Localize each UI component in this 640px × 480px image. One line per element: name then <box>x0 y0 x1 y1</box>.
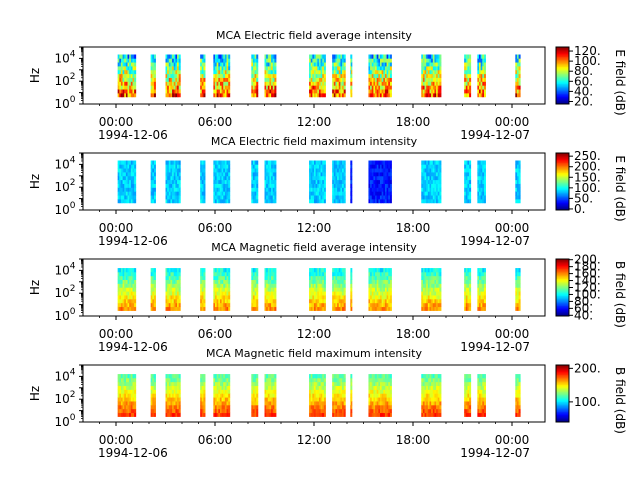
colorbar-tick-label: 80. <box>574 64 593 78</box>
colorbar-label: E field (dB) <box>613 155 627 221</box>
colorbar-tick-label: 200. <box>574 361 601 375</box>
spectrogram <box>117 160 521 204</box>
x-date-label: 1994-12-07 <box>460 234 530 248</box>
colorbar-label: B field (dB) <box>613 367 627 434</box>
colorbar-tick-label: 250. <box>574 149 601 163</box>
colorbar-tick-label: 150. <box>574 170 601 184</box>
y-axis-label: Hz <box>28 386 42 401</box>
colorbar-label: E field (dB) <box>613 49 627 115</box>
colorbar-tick-label: 20. <box>574 94 593 108</box>
colorbar-tick-label: 200. <box>574 160 601 174</box>
y-tick-label: 100 <box>54 95 75 111</box>
x-tick-label: 00:00 <box>495 327 530 341</box>
y-tick-label: 100 <box>54 201 75 217</box>
panel-4: MCA Magnetic field maximum intensity 100 1… <box>28 347 627 460</box>
x-tick-label: 12:00 <box>297 221 332 235</box>
x-tick-label: 18:00 <box>396 433 431 447</box>
colorbar-tick-label: 100. <box>574 181 601 195</box>
x-tick-label: 18:00 <box>396 327 431 341</box>
colorbar-tick-label: 40. <box>574 84 593 98</box>
x-date-label: 1994-12-07 <box>460 128 530 142</box>
colorbar-tick-label: 160. <box>574 267 601 281</box>
y-tick-label: 104 <box>54 261 75 277</box>
y-tick-label: 104 <box>54 367 75 383</box>
colorbar-tick-label: 120. <box>574 281 601 295</box>
y-tick-label: 102 <box>54 178 75 194</box>
x-tick-label: 12:00 <box>297 327 332 341</box>
panel-title: MCA Magnetic field average intensity <box>211 241 417 254</box>
colorbar: 200. 100. B field (dB) <box>555 361 627 434</box>
y-tick-label: 104 <box>54 49 75 65</box>
colorbar-tick-label: 40. <box>574 308 593 322</box>
x-tick-label: 00:00 <box>495 433 530 447</box>
colorbar-tick-label: 0. <box>574 202 585 216</box>
panel-1: MCA Electric field average intensity 100 1… <box>28 29 627 142</box>
x-tick-label: 06:00 <box>198 327 233 341</box>
x-tick-label: 06:00 <box>198 433 233 447</box>
panel-title: MCA Magnetic field maximum intensity <box>206 347 422 360</box>
colorbar-tick-label: 200. <box>574 253 601 267</box>
x-tick-label: 06:00 <box>198 115 233 129</box>
colorbar-tick-label: 140. <box>574 274 601 288</box>
panel-3: MCA Magnetic field average intensity 100 1… <box>28 241 627 354</box>
x-tick-label: 06:00 <box>198 221 233 235</box>
colorbar-tick-label: 120. <box>574 44 601 58</box>
colorbar-label: B field (dB) <box>613 261 627 328</box>
colorbar: 120.100.80.60.40.20. E field (dB) <box>555 44 627 116</box>
x-date-label: 1994-12-06 <box>98 234 168 248</box>
y-tick-label: 100 <box>54 413 75 429</box>
y-tick-label: 102 <box>54 72 75 88</box>
x-tick-label: 00:00 <box>99 327 134 341</box>
x-tick-label: 00:00 <box>99 433 134 447</box>
y-axis-label: Hz <box>28 280 42 295</box>
y-axis-label: Hz <box>28 174 42 189</box>
x-date-label: 1994-12-07 <box>460 340 530 354</box>
spectrogram <box>117 54 521 98</box>
spectrogram <box>117 374 521 417</box>
colorbar-tick-label: 180. <box>574 260 601 274</box>
x-date-label: 1994-12-06 <box>98 340 168 354</box>
x-date-label: 1994-12-06 <box>98 128 168 142</box>
panel-2: MCA Electric field maximum intensity 100 1… <box>28 135 627 248</box>
colorbar: 200.180.160.140.120.100.80.60.40. B field… <box>555 253 627 328</box>
x-tick-label: 00:00 <box>495 115 530 129</box>
colorbar-tick-label: 100. <box>574 54 601 68</box>
x-tick-label: 18:00 <box>396 115 431 129</box>
y-axis-label: Hz <box>28 68 42 83</box>
colorbar-tick-label: 60. <box>574 301 593 315</box>
x-tick-label: 12:00 <box>297 115 332 129</box>
x-tick-label: 18:00 <box>396 221 431 235</box>
x-tick-label: 12:00 <box>297 433 332 447</box>
colorbar-tick-label: 100. <box>574 395 601 409</box>
colorbar-tick-label: 80. <box>574 294 593 308</box>
colorbar: 250.200.150.100.50.0. E field (dB) <box>555 149 627 222</box>
x-date-label: 1994-12-07 <box>460 446 530 460</box>
y-tick-label: 104 <box>54 155 75 171</box>
y-tick-label: 102 <box>54 390 75 406</box>
x-tick-label: 00:00 <box>99 115 134 129</box>
y-tick-label: 102 <box>54 284 75 300</box>
panel-title: MCA Electric field average intensity <box>216 29 412 42</box>
colorbar-tick-label: 50. <box>574 191 593 205</box>
colorbar-tick-label: 60. <box>574 74 593 88</box>
x-tick-label: 00:00 <box>495 221 530 235</box>
x-date-label: 1994-12-06 <box>98 446 168 460</box>
colorbar-tick-label: 100. <box>574 287 601 301</box>
panel-title: MCA Electric field maximum intensity <box>211 135 418 148</box>
spectrogram <box>117 268 521 311</box>
x-tick-label: 00:00 <box>99 221 134 235</box>
y-tick-label: 100 <box>54 307 75 323</box>
